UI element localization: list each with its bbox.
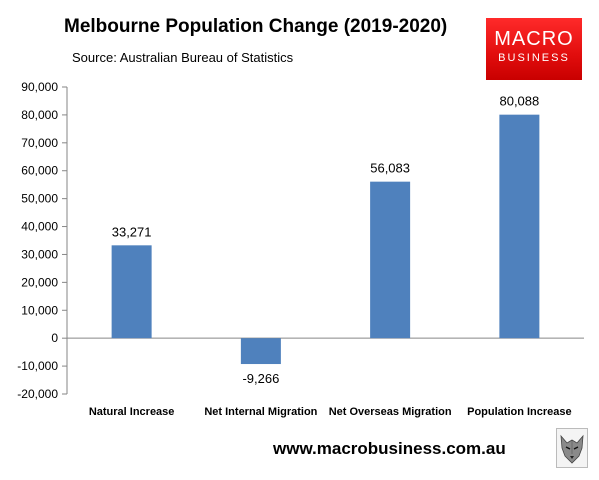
y-tick-label: 70,000 xyxy=(21,136,58,150)
x-category-label: Population Increase xyxy=(467,406,572,418)
data-label: 33,271 xyxy=(112,224,152,239)
bar-chart: -20,000 -10,000 0 10,000 20,000 30,000 40,000 5… xyxy=(17,80,584,418)
logo-line-1: MACRO xyxy=(494,28,574,50)
bar xyxy=(499,114,540,339)
data-label: 80,088 xyxy=(499,94,539,109)
website-url: www.macrobusiness.com.au xyxy=(273,439,506,458)
bar xyxy=(111,245,152,339)
x-category-label: Natural Increase xyxy=(89,406,175,418)
y-tick-label: 30,000 xyxy=(21,247,58,261)
wolf-icon xyxy=(556,428,588,468)
y-tick-label: 90,000 xyxy=(21,80,58,94)
chart-title: Melbourne Population Change (2019-2020) xyxy=(64,16,448,37)
y-tick-label: 0 xyxy=(51,331,58,345)
y-tick-label: 20,000 xyxy=(21,275,58,289)
y-tick-label: 40,000 xyxy=(21,220,58,234)
y-tick-label: -20,000 xyxy=(17,387,58,401)
y-tick-label: -10,000 xyxy=(17,359,58,373)
data-label: -9,266 xyxy=(242,371,279,386)
macro-business-logo: MACRO BUSINESS xyxy=(486,18,582,80)
data-label: 56,083 xyxy=(370,161,410,176)
chart-subtitle: Source: Australian Bureau of Statistics xyxy=(72,50,294,65)
y-tick-label: 10,000 xyxy=(21,303,58,317)
y-tick-label: 80,000 xyxy=(21,108,58,122)
x-category-label: Net Internal Migration xyxy=(204,406,317,418)
y-tick-label: 60,000 xyxy=(21,164,58,178)
bar xyxy=(370,181,411,339)
y-tick-label: 50,000 xyxy=(21,192,58,206)
bar xyxy=(240,338,281,365)
logo-line-2: BUSINESS xyxy=(498,52,570,64)
x-category-label: Net Overseas Migration xyxy=(329,406,452,418)
